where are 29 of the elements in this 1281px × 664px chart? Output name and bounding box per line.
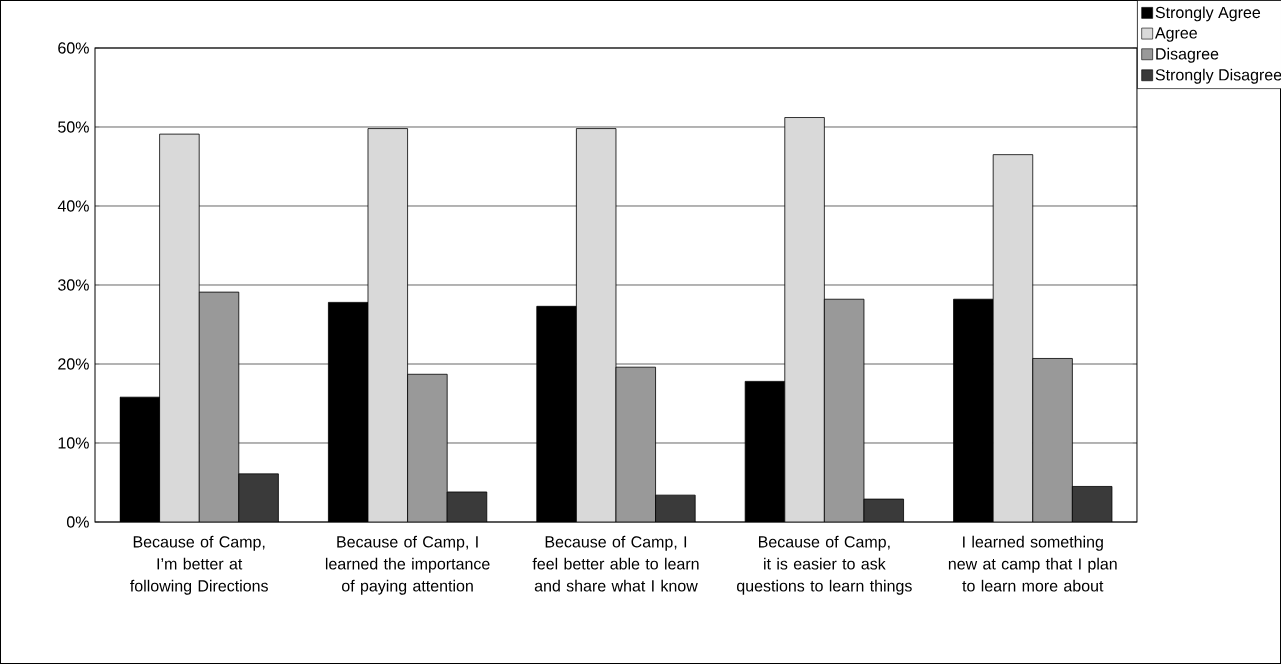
y-tick-label: 50% [58,121,89,133]
y-tick-label: 20% [58,358,89,370]
bar [368,128,408,522]
bar [575,128,617,522]
y-tick-label: 60% [58,42,89,54]
bar [615,366,656,522]
legend-label: Disagree [1156,47,1219,63]
bar [823,298,865,522]
bar [407,374,448,522]
legend-label: Agree [1154,27,1197,42]
x-tick-label: I learned something new at camp that I plan to learn more about [948,535,1117,592]
x-tick-label: Because of Camp, I’m better at following Directions [130,535,268,595]
legend-label: Strongly Disagree [1155,68,1281,84]
y-tick-label: 10% [58,437,89,449]
bar [992,154,1034,522]
y-tick-label: 30% [58,279,89,291]
bar [1032,358,1073,522]
bar [655,494,696,522]
x-tick-label: Because of Camp, I feel better able to learn and share what I know [532,535,699,592]
bar [1071,486,1113,522]
bar [238,473,279,522]
y-tick-label: 40% [57,200,89,212]
bar [159,133,200,522]
bar [784,117,825,522]
x-tick-label: Because of Camp, I learned the importance of paying attention [325,535,490,595]
x-tick-label: Because of Camp, it is easier to ask questions to learn things [736,535,912,595]
bar [198,291,240,522]
legend-label: Strongly Agree [1155,6,1261,22]
y-tick-label: 0% [66,516,89,528]
